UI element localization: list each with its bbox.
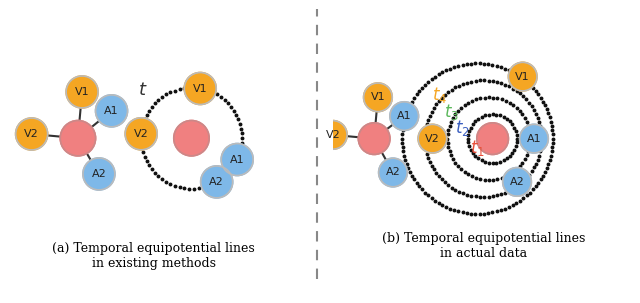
Text: A2: A2 — [92, 169, 106, 179]
Text: V2: V2 — [134, 129, 148, 139]
Text: (b) Temporal equipotential lines
in actual data: (b) Temporal equipotential lines in actu… — [381, 232, 585, 260]
Text: A2: A2 — [209, 177, 224, 187]
Circle shape — [319, 121, 347, 149]
Circle shape — [477, 123, 508, 155]
Text: V2: V2 — [325, 130, 340, 140]
Text: V1: V1 — [515, 72, 530, 82]
Circle shape — [390, 102, 419, 130]
Text: V2: V2 — [425, 134, 440, 144]
Text: A1: A1 — [230, 155, 244, 165]
Circle shape — [83, 158, 115, 190]
Text: A1: A1 — [397, 111, 412, 121]
Text: A1: A1 — [104, 106, 119, 116]
Circle shape — [508, 62, 537, 91]
Text: A2: A2 — [385, 168, 401, 178]
Circle shape — [520, 124, 548, 153]
Text: $t_4$: $t_4$ — [433, 85, 447, 105]
Text: V1: V1 — [371, 92, 385, 102]
Circle shape — [95, 95, 127, 127]
Circle shape — [201, 166, 233, 198]
Circle shape — [66, 76, 98, 108]
Circle shape — [125, 118, 157, 150]
Circle shape — [221, 144, 253, 175]
Text: V2: V2 — [24, 129, 39, 139]
Circle shape — [60, 121, 95, 156]
Circle shape — [184, 72, 216, 105]
Text: (a) Temporal equipotential lines
in existing methods: (a) Temporal equipotential lines in exis… — [52, 242, 255, 270]
Circle shape — [174, 121, 209, 156]
Text: $t_2$: $t_2$ — [455, 118, 470, 138]
Text: V1: V1 — [193, 84, 207, 94]
Circle shape — [358, 123, 390, 155]
Text: A1: A1 — [527, 134, 541, 144]
Text: A2: A2 — [509, 177, 524, 187]
Text: V1: V1 — [75, 87, 90, 97]
Text: $t_1$: $t_1$ — [470, 138, 485, 158]
Circle shape — [364, 83, 392, 112]
Circle shape — [15, 118, 47, 150]
Circle shape — [503, 168, 531, 196]
Text: $t_3$: $t_3$ — [444, 102, 459, 122]
Text: $t$: $t$ — [138, 81, 148, 99]
Circle shape — [418, 124, 447, 153]
Circle shape — [379, 158, 407, 187]
